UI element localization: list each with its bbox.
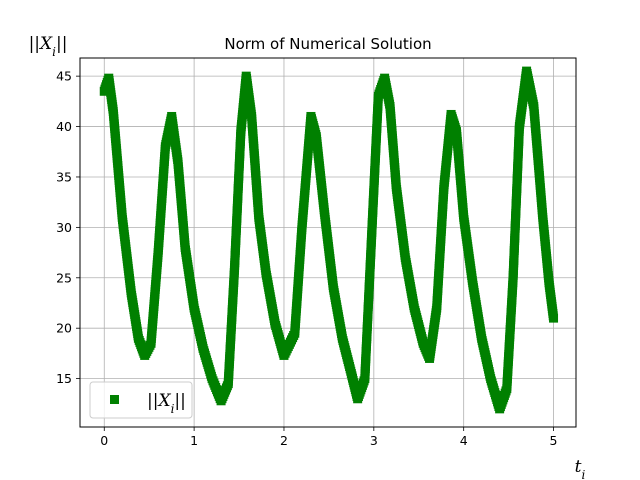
y-tick-label: 45	[56, 69, 72, 84]
x-tick-label: 2	[280, 433, 288, 448]
legend: ||Xi||	[89, 381, 193, 419]
y-tick-label: 35	[56, 169, 72, 184]
x-tick-label: 4	[460, 433, 468, 448]
y-axis-label: ||Xi||	[29, 34, 68, 59]
x-tick-label: 3	[370, 433, 378, 448]
y-tick-label: 30	[56, 220, 72, 235]
x-tick-label: 1	[190, 433, 198, 448]
legend-marker	[110, 395, 119, 404]
legend-box	[89, 381, 193, 419]
y-tick-label: 40	[56, 119, 72, 134]
y-tick-label: 20	[56, 321, 72, 336]
chart-title: Norm of Numerical Solution	[224, 35, 431, 53]
y-tick-label: 25	[56, 270, 72, 285]
x-axis-label: ti	[575, 457, 586, 480]
series-norm	[99, 66, 559, 414]
plot-frame	[79, 57, 577, 428]
data-point	[549, 313, 559, 323]
y-tick-label: 15	[56, 371, 72, 386]
x-tick-label: 0	[100, 433, 108, 448]
x-tick-label: 5	[550, 433, 558, 448]
series-marks	[99, 66, 559, 414]
